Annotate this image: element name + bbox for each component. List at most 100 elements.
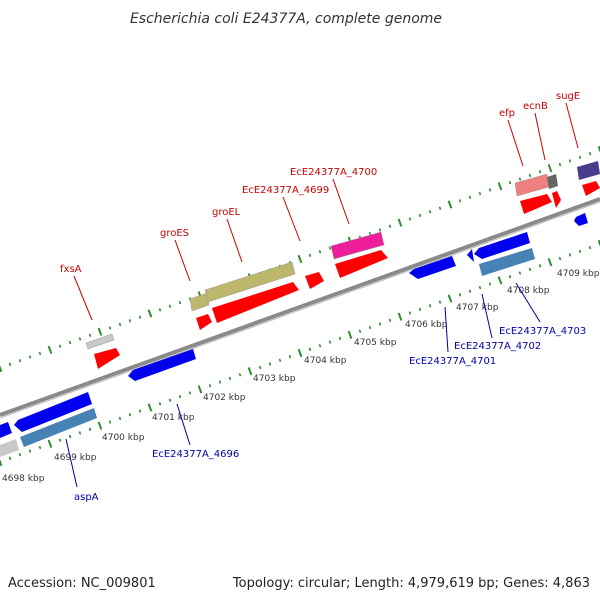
ruler-minor-tick: [568, 159, 572, 163]
ruler-minor-tick: [78, 431, 82, 435]
ruler-minor-tick: [318, 250, 322, 254]
ruler-minor-tick: [108, 326, 112, 330]
ruler-minor-tick: [318, 344, 322, 348]
ruler-minor-tick: [88, 333, 92, 337]
ruler-minor-tick: [518, 177, 522, 181]
genome-backbone-shadow: [0, 201, 600, 419]
leader-fxsA: [73, 275, 93, 321]
ruler-minor-tick: [158, 308, 162, 312]
tick-label: 4702 kbp: [203, 393, 246, 403]
cds-sugE[interactable]: [577, 161, 600, 180]
gene-EcE24377A_4696[interactable]: [128, 349, 196, 381]
ruler-major-tick: [147, 309, 153, 318]
tick-label: 4704 kbp: [304, 356, 347, 366]
ruler-minor-tick: [508, 275, 512, 279]
tick-label: 4698 kbp: [2, 474, 45, 484]
leader-groEL: [226, 218, 243, 263]
ruler-minor-tick: [368, 325, 372, 330]
ruler-minor-tick: [588, 151, 592, 156]
gene-EcE24377A_4700[interactable]: [335, 250, 388, 278]
ruler-major-tick: [547, 258, 553, 267]
gene-groES[interactable]: [196, 314, 212, 330]
gene-EcE24377A_4703[interactable]: [474, 232, 530, 259]
leader-EcE24377A_4700: [332, 178, 350, 225]
ruler-minor-tick: [438, 206, 442, 210]
ruler-minor-tick: [378, 228, 382, 232]
ruler-minor-tick: [118, 322, 122, 327]
ruler-minor-tick: [538, 170, 542, 174]
accession-text: Accession: NC_009801: [8, 576, 156, 591]
label-EcE24377A_4700: EcE24377A_4700: [290, 167, 377, 178]
ruler-major-tick: [347, 330, 353, 339]
tick-labels: 4698 kbp 4699 kbp 4700 kbp 4701 kbp 4702…: [2, 269, 600, 484]
ruler-minor-tick: [368, 231, 372, 236]
ruler-minor-tick: [218, 380, 222, 384]
leader-sugE: [565, 102, 579, 149]
ruler-minor-tick: [68, 434, 72, 439]
gene-aspA[interactable]: [14, 392, 92, 432]
label-EcE24377A_4699: EcE24377A_4699: [242, 185, 329, 196]
ruler-major-tick: [297, 348, 303, 358]
tick-label: 4707 kbp: [456, 303, 499, 313]
label-EcE24377A_4702: EcE24377A_4702: [454, 341, 541, 352]
ruler-minor-tick: [168, 304, 172, 308]
ruler-minor-tick: [438, 300, 442, 304]
ruler-minor-tick: [78, 337, 82, 341]
ruler-minor-tick: [428, 210, 432, 214]
ruler-major-tick: [297, 254, 303, 264]
cds-groES[interactable]: [189, 292, 210, 312]
gene-efp[interactable]: [520, 194, 552, 214]
ruler-minor-tick: [358, 329, 362, 333]
leader-groES: [174, 239, 191, 282]
label-sugE: sugE: [556, 91, 580, 102]
ruler-minor-tick: [478, 191, 482, 196]
ruler-minor-tick: [388, 318, 392, 322]
ruler-major-tick: [197, 385, 203, 394]
ruler-major-tick: [597, 145, 600, 153]
ruler-minor-tick: [268, 362, 272, 366]
ruler-minor-tick: [178, 300, 182, 305]
label-ecnB: ecnB: [523, 101, 548, 112]
cds-fxsA[interactable]: [85, 333, 115, 350]
leader-EcE24377A_4702: [481, 293, 493, 339]
gene-ecnB[interactable]: [552, 191, 561, 208]
gene-fxsA[interactable]: [94, 348, 120, 369]
cds-left-edge[interactable]: [0, 439, 19, 457]
ruler-minor-tick: [408, 217, 412, 221]
ruler-minor-tick: [588, 245, 592, 250]
cds-EcE24377A_4700[interactable]: [330, 231, 385, 260]
cds-EcE24377A_4703[interactable]: [479, 248, 535, 276]
ruler-minor-tick: [568, 253, 572, 257]
label-EcE24377A_4696: EcE24377A_4696: [152, 449, 239, 460]
cds-ecnB[interactable]: [547, 174, 558, 189]
gene-EcE24377A_4701[interactable]: [409, 256, 456, 279]
leader-EcE24377A_4703: [515, 282, 541, 323]
ruler-minor-tick: [488, 188, 492, 192]
ruler-minor-tick: [508, 181, 512, 185]
ruler-minor-tick: [238, 373, 242, 377]
gene-EcE24377A_4699[interactable]: [305, 272, 324, 289]
label-aspA: aspA: [74, 492, 99, 503]
gene-groEL[interactable]: [212, 282, 299, 323]
cds-efp[interactable]: [514, 173, 550, 197]
gene-EcE24377A_4702[interactable]: [467, 249, 474, 262]
cds-groEL[interactable]: [204, 261, 296, 303]
ruler-minor-tick: [308, 347, 312, 352]
ruler-minor-tick: [308, 253, 312, 258]
gene-sugE-reverse[interactable]: [574, 213, 588, 226]
ruler-minor-tick: [68, 340, 72, 345]
ruler-minor-tick: [88, 427, 92, 431]
cds-aspA[interactable]: [20, 408, 97, 447]
ruler-minor-tick: [58, 344, 62, 348]
ruler-major-tick: [97, 327, 103, 336]
gene-sugE[interactable]: [582, 181, 600, 196]
label-groEL: groEL: [212, 207, 241, 218]
ruler-minor-tick: [418, 307, 422, 312]
ruler-minor-tick: [468, 195, 472, 199]
gene-left-edge[interactable]: [0, 422, 12, 438]
bottom-leaders: [65, 282, 541, 488]
label-EcE24377A_4703: EcE24377A_4703: [499, 326, 586, 337]
ruler-major-tick: [447, 294, 453, 303]
ruler-minor-tick: [8, 456, 12, 461]
